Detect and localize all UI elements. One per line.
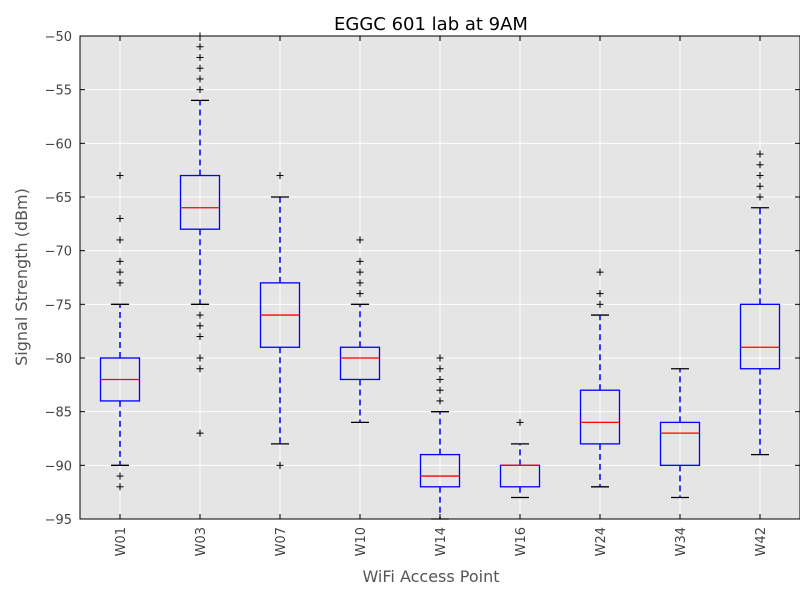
outlier-marker — [356, 268, 364, 276]
x-tick-label: W24 — [594, 527, 609, 556]
iqr-box — [659, 421, 701, 466]
box-group-w14 — [419, 354, 461, 520]
outlier-marker — [436, 375, 444, 383]
outlier-marker — [196, 64, 204, 72]
outlier-marker — [196, 43, 204, 51]
iqr-box — [179, 174, 221, 230]
outlier-marker — [356, 257, 364, 265]
outlier-marker — [436, 365, 444, 373]
iqr-box — [579, 389, 621, 445]
x-tick-label: W07 — [274, 527, 289, 556]
axes: −95 −90 −85 −80 −75 −70 −65 −60 −55 −50 W01 W03 W07 W… — [45, 30, 800, 556]
outlier-marker — [436, 386, 444, 394]
outlier-marker — [276, 172, 284, 180]
outlier-marker — [196, 333, 204, 341]
outlier-marker — [516, 418, 524, 426]
outlier-marker — [596, 268, 604, 276]
outlier-marker — [116, 279, 124, 287]
outlier-marker — [196, 86, 204, 94]
outlier-marker — [276, 461, 284, 469]
outlier-marker — [196, 311, 204, 319]
box-group-w34 — [659, 368, 701, 499]
iqr-box — [419, 453, 461, 488]
y-tick-label: −95 — [45, 513, 72, 528]
x-tick-label: W14 — [434, 527, 449, 556]
outlier-marker — [436, 354, 444, 362]
outlier-marker — [196, 365, 204, 373]
x-axis-label: WiFi Access Point — [362, 567, 499, 586]
y-tick-label: −90 — [45, 459, 72, 474]
x-tick-label: W16 — [514, 527, 529, 556]
y-tick-label: −55 — [45, 84, 72, 99]
outlier-marker — [596, 290, 604, 298]
plot-frame — [79, 35, 800, 520]
y-tick-label: −60 — [45, 137, 72, 152]
outlier-marker — [116, 214, 124, 222]
y-tick-label: −75 — [45, 298, 72, 313]
outlier-marker — [756, 150, 764, 158]
outlier-marker — [356, 290, 364, 298]
y-tick-label: −80 — [45, 352, 72, 367]
box-group-w07 — [259, 172, 301, 469]
box-group-w10 — [339, 236, 381, 424]
y-tick-label: −85 — [45, 406, 72, 421]
outlier-marker — [356, 279, 364, 287]
chart-title: EGGC 601 lab at 9AM — [334, 14, 528, 35]
box-group-w42 — [739, 150, 781, 456]
box-group-w24 — [579, 268, 621, 488]
outlier-marker — [196, 354, 204, 362]
outlier-marker — [596, 300, 604, 308]
x-tick-label: W10 — [354, 527, 369, 556]
outlier-marker — [116, 236, 124, 244]
x-tick-label: W03 — [194, 527, 209, 556]
outlier-marker — [116, 257, 124, 265]
outlier-marker — [756, 172, 764, 180]
iqr-box — [739, 303, 781, 370]
y-tick-label: −70 — [45, 245, 72, 260]
iqr-box — [339, 346, 381, 381]
outlier-marker — [756, 182, 764, 190]
outlier-marker — [196, 429, 204, 437]
x-tick-label: W01 — [114, 527, 129, 556]
outlier-marker — [116, 172, 124, 180]
box-group-w16 — [499, 418, 541, 499]
outlier-marker — [436, 397, 444, 405]
outlier-marker — [116, 472, 124, 480]
outlier-marker — [196, 53, 204, 61]
y-axis-label: Signal Strength (dBm) — [12, 188, 31, 366]
outlier-marker — [196, 75, 204, 83]
box-group-w01 — [99, 172, 141, 491]
outlier-marker — [116, 268, 124, 276]
y-tick-label: −50 — [45, 30, 72, 45]
outlier-marker — [756, 161, 764, 169]
outlier-marker — [116, 483, 124, 491]
x-tick-label: W34 — [674, 527, 689, 556]
y-tick-label: −65 — [45, 191, 72, 206]
outlier-marker — [196, 322, 204, 330]
outlier-marker — [756, 193, 764, 201]
boxes — [99, 32, 781, 520]
outlier-marker — [356, 236, 364, 244]
x-tick-label: W42 — [754, 527, 769, 556]
